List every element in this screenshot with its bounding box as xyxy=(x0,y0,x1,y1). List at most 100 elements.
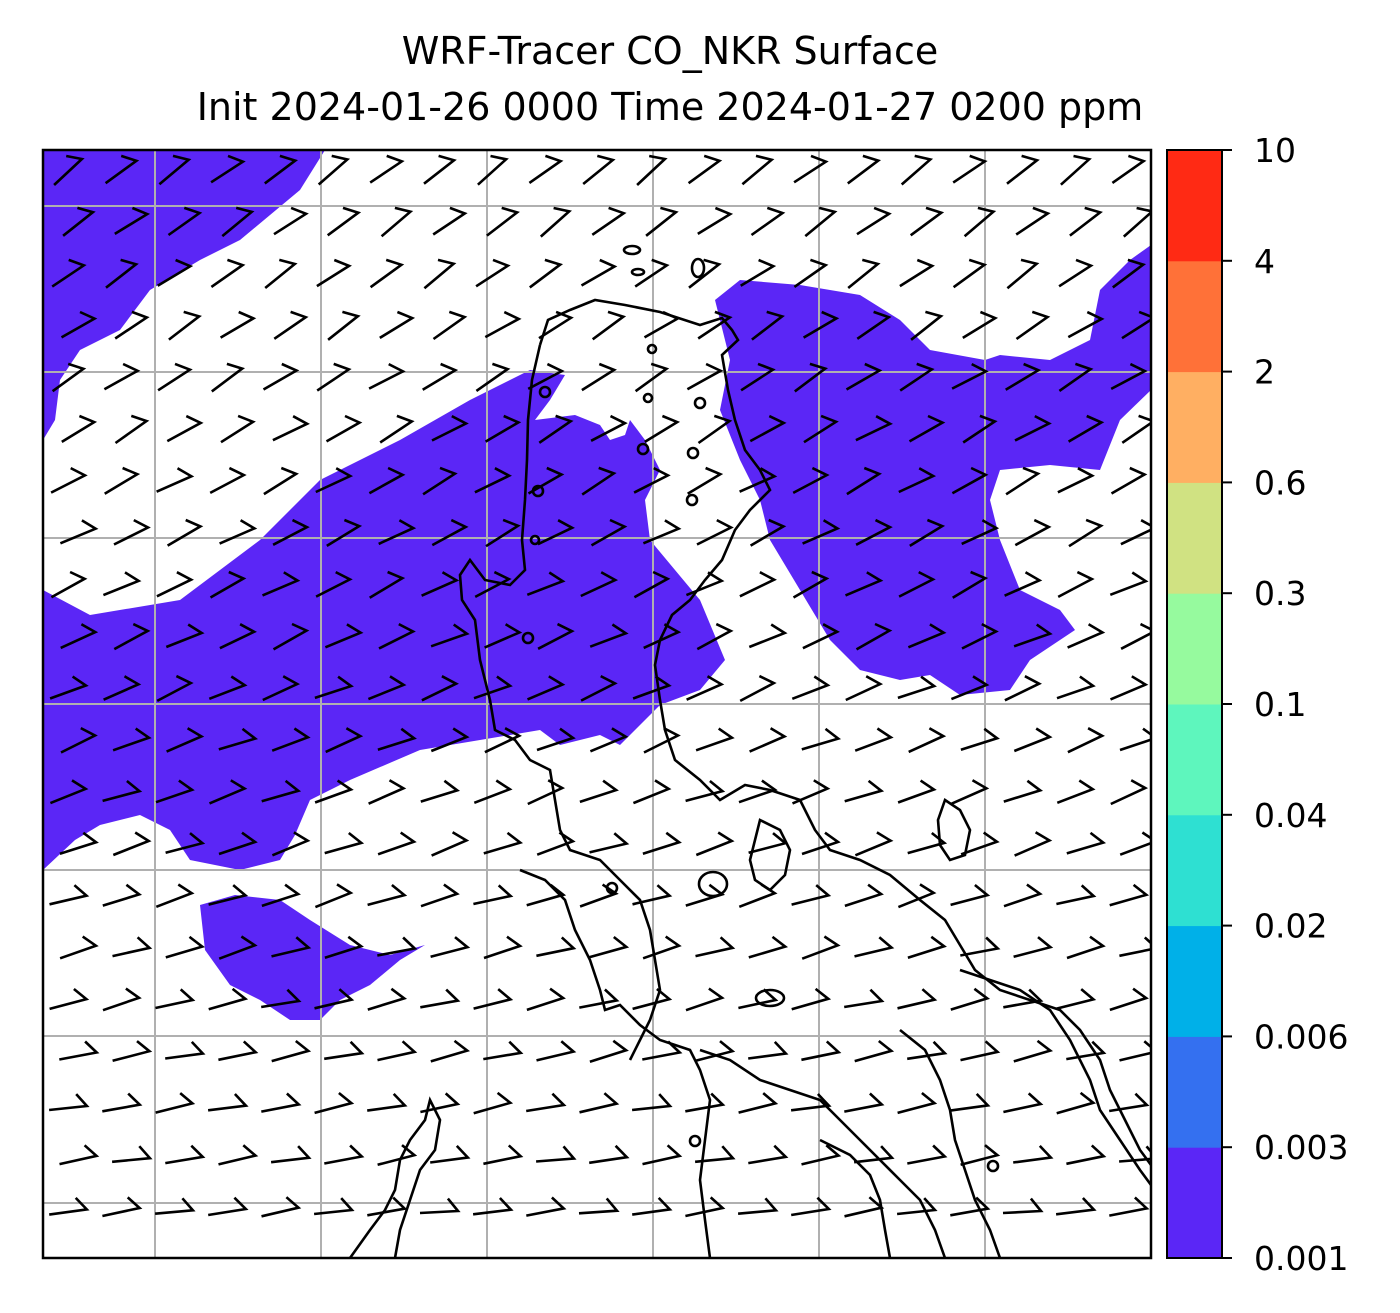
wind-barb xyxy=(1014,831,1053,857)
wind-barb xyxy=(50,466,88,494)
wind-barb xyxy=(210,154,246,184)
wind-barb xyxy=(264,258,298,290)
wind-barb xyxy=(844,571,884,597)
wind-barb xyxy=(847,258,881,290)
island-marker xyxy=(636,442,650,456)
wind-barb xyxy=(475,258,511,288)
wind-barb xyxy=(951,779,990,805)
wind-barb xyxy=(748,832,789,855)
wind-barb xyxy=(157,362,193,392)
wind-barb xyxy=(379,414,415,444)
wind-barb xyxy=(314,883,354,909)
wind-barb xyxy=(790,1093,832,1112)
wind-barb xyxy=(165,1144,206,1165)
wind-barb xyxy=(314,779,354,804)
wind-barb xyxy=(369,570,406,599)
wind-barb xyxy=(1110,362,1148,391)
wind-barb xyxy=(218,831,258,856)
wind-barb xyxy=(846,466,882,496)
wind-barb xyxy=(219,310,257,339)
island-marker xyxy=(754,988,786,1008)
wind-barb xyxy=(377,727,417,751)
wind-barb xyxy=(1111,154,1147,184)
wind-barb xyxy=(112,1040,153,1063)
wind-barb xyxy=(155,988,196,1010)
wind-barb xyxy=(316,362,352,392)
wind-barb xyxy=(582,154,616,186)
wind-barb xyxy=(314,675,354,700)
wind-barb xyxy=(210,258,246,288)
wind-barb xyxy=(271,1039,312,1063)
wind-barb xyxy=(1112,258,1147,289)
wind-barb xyxy=(1006,154,1040,185)
wind-barb xyxy=(166,414,204,443)
wind-barb xyxy=(165,623,205,649)
wind-barb xyxy=(526,1196,567,1217)
tracer-concentration-fill xyxy=(43,150,1151,1020)
wind-barb xyxy=(536,1040,577,1062)
wind-barb xyxy=(1120,622,1151,650)
island-marker xyxy=(646,343,658,355)
wind-barb xyxy=(369,258,405,289)
wind-barb xyxy=(111,1145,153,1164)
wind-barb xyxy=(632,675,672,700)
wind-barb xyxy=(263,466,299,496)
colorbar-segment xyxy=(1167,925,1222,1037)
wind-barb xyxy=(315,467,354,494)
wind-barb xyxy=(526,675,566,701)
wind-barb xyxy=(261,883,301,908)
wind-barb xyxy=(49,779,89,805)
wind-barb xyxy=(368,779,407,805)
wind-barb xyxy=(907,623,947,649)
wind-barb xyxy=(845,675,884,702)
coastline-west-peninsula xyxy=(458,344,662,1061)
wind-barb xyxy=(697,206,734,236)
wind-barb xyxy=(1013,1039,1054,1063)
wind-barb xyxy=(207,1093,249,1112)
wind-barb xyxy=(581,466,617,496)
island-marker xyxy=(690,257,706,279)
wind-barb xyxy=(1058,258,1094,288)
wind-barb xyxy=(158,154,192,186)
wind-barb xyxy=(749,727,788,753)
wind-barb xyxy=(165,832,206,855)
wind-barb xyxy=(430,936,471,959)
wind-barb xyxy=(1119,727,1151,752)
wind-barb xyxy=(950,987,991,1011)
wind-barb xyxy=(59,1144,100,1166)
map-frame xyxy=(41,148,1153,1260)
wind-barb xyxy=(1119,831,1151,856)
wind-barb xyxy=(367,675,407,701)
wind-barb xyxy=(155,883,195,909)
wind-barb xyxy=(695,936,736,958)
wind-barb xyxy=(853,1145,895,1164)
wind-barb xyxy=(315,570,353,598)
wind-barb xyxy=(367,883,408,907)
wind-barb xyxy=(791,675,831,701)
wind-barb xyxy=(591,310,627,341)
wind-barb xyxy=(102,1196,143,1218)
wind-barb xyxy=(739,467,778,493)
wind-barb xyxy=(430,727,470,753)
wind-barb xyxy=(633,466,671,494)
coastline-south-landmass xyxy=(519,868,712,1258)
wind-barb xyxy=(1013,1145,1054,1164)
wind-barb xyxy=(634,258,670,288)
wind-barb xyxy=(738,988,779,1010)
island-marker xyxy=(529,534,541,546)
wind-barb xyxy=(685,571,725,597)
coastline-north-landmass xyxy=(538,298,1151,1166)
island-marker xyxy=(521,631,535,645)
wind-barb xyxy=(538,310,574,340)
colorbar-tick-label: 0.006 xyxy=(1254,1017,1348,1056)
wind-barb xyxy=(801,727,842,751)
wind-barb xyxy=(696,622,734,651)
wind-barb xyxy=(526,571,566,597)
wind-barb xyxy=(483,1040,524,1061)
wind-barb xyxy=(207,1196,249,1217)
wind-barb xyxy=(420,779,461,803)
wind-barb xyxy=(1120,519,1151,546)
wind-barb xyxy=(794,362,829,393)
wind-barb xyxy=(536,831,576,856)
wind-barb xyxy=(791,884,832,906)
